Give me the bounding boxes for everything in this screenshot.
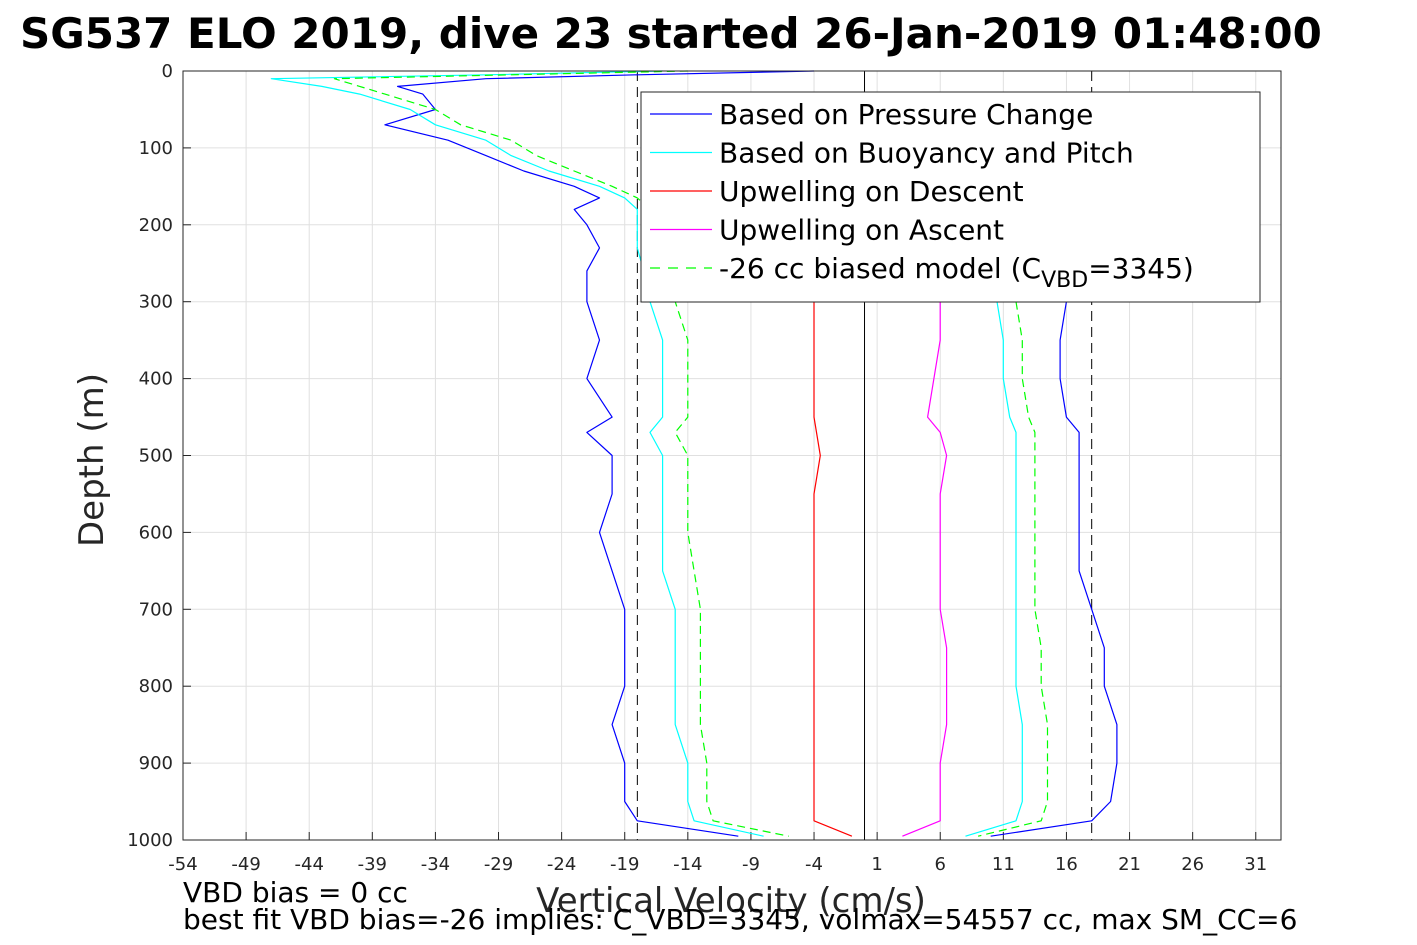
y-tick-label: 900 [139,753,173,774]
x-axis-label: Vertical Velocity (cm/s) [536,881,926,921]
y-tick-label: 200 [139,215,173,236]
y-tick-label: 600 [139,522,173,543]
x-tick-label: -4 [805,854,823,875]
series-line-upwelling-on-descent-descent [813,301,853,837]
y-tick-label: 400 [139,369,173,390]
series-line-upwelling-on-ascent-ascent [902,301,948,837]
y-tick-labels: 0 100 200 300 400 500 600 700 800 900 1000 [127,61,173,851]
x-tick-label: 16 [1055,854,1078,875]
grid [182,70,1281,841]
plot-frame [182,70,1282,841]
x-tick-label: -24 [547,854,576,875]
x-tick-label: 11 [992,854,1015,875]
x-tick-label: 6 [935,854,946,875]
y-tick-label: 800 [139,676,173,697]
x-tick-label: -9 [742,854,760,875]
y-tick-label: 300 [139,292,173,313]
x-tick-label: 26 [1181,854,1204,875]
y-tick-label: 500 [139,446,173,467]
series-line-based-on-buoyancy-and-pitch-ascent [965,301,1023,837]
legend-box [640,91,1261,303]
legend: Based on Pressure Change Based on Buoyanc… [640,91,1261,303]
legend-label: Based on Pressure Change [719,98,1093,131]
chart-title: SG537 ELO 2019, dive 23 started 26-Jan-2… [20,9,1322,58]
x-tick-label: -34 [421,854,450,875]
x-tick-label: -14 [673,854,702,875]
x-tick-label: 21 [1118,854,1141,875]
legend-label: -26 cc biased model (CVBD=3345) [719,252,1194,293]
y-tick-label: 700 [139,599,173,620]
y-tick-label: 100 [139,138,173,159]
x-tick-label: -44 [295,854,324,875]
legend-label: Upwelling on Ascent [719,214,1004,247]
x-tick-label: -49 [231,854,260,875]
x-tick-label: -19 [610,854,639,875]
y-tick-label: 0 [162,61,173,82]
y-axis-label: Depth (m) [72,373,112,547]
x-tick-label: -54 [168,854,197,875]
x-tick-label: -29 [484,854,513,875]
x-tick-labels: -54 -49 -44 -39 -34 -29 -24 -19 -14 -9 -4 1 6 11 16 21 2… [168,854,1267,875]
legend-label: Based on Buoyancy and Pitch [719,137,1134,170]
y-tick-label: 1000 [127,830,173,851]
legend-label: Upwelling on Descent [719,175,1024,208]
x-tick-label: 31 [1244,854,1267,875]
x-tick-label: 1 [871,854,882,875]
x-tick-label: -39 [358,854,387,875]
series-line-based-on-pressure-change-ascent [990,301,1118,837]
best-fit-note: best fit VBD bias=-26 implies: C_VBD=334… [183,903,1297,936]
vbd-bias-note: VBD bias = 0 cc [183,876,408,909]
